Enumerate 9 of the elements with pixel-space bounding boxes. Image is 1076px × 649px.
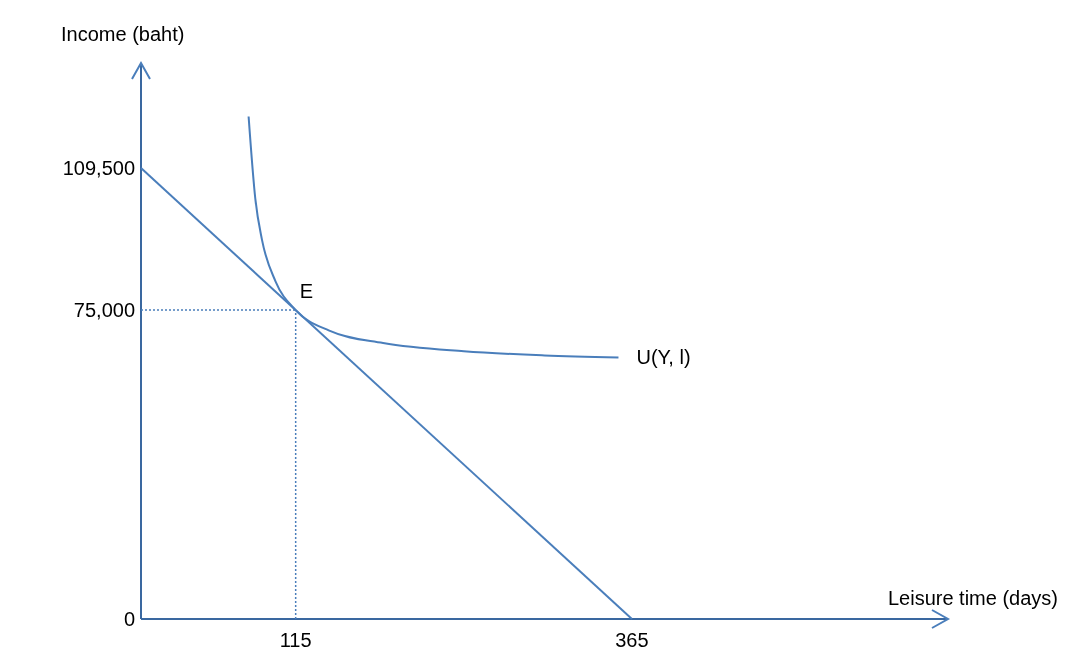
y-tick-label: 75,000 [73, 299, 135, 322]
y-axis-title: Income (baht) [61, 23, 185, 45]
x-tick-label: 115 [279, 629, 312, 649]
series-label: U(Y, l) [636, 346, 691, 369]
x-axis-title: Leisure time (days) [887, 587, 1058, 609]
y-tick-label: 109,500 [62, 157, 135, 180]
x-tick-label: 365 [615, 629, 649, 649]
y-tick-label: 0 [123, 608, 135, 630]
annotation: E [299, 280, 314, 303]
